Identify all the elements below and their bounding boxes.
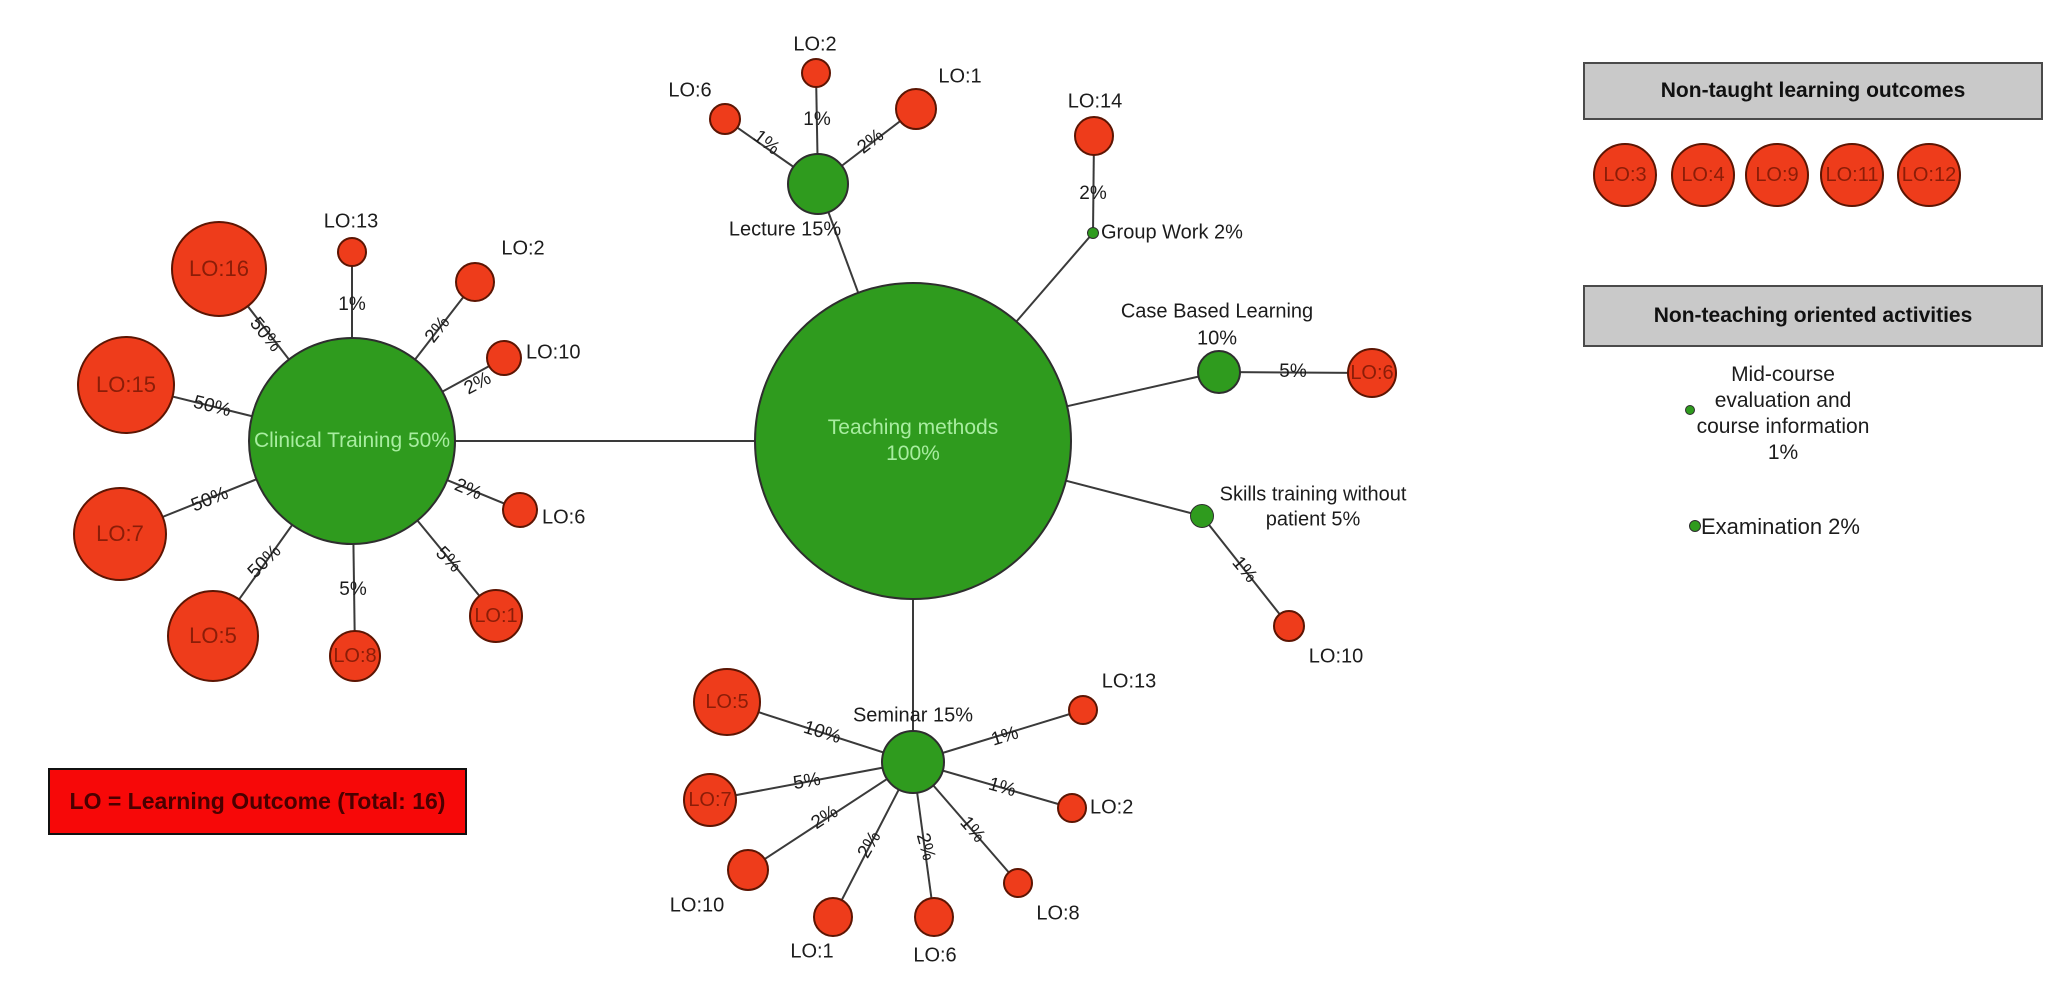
non-taught-header: Non-taught learning outcomes	[1583, 62, 2043, 120]
seminar-lo5-label: LO:5	[705, 690, 749, 713]
case-based-lo6-label: LO:6	[1350, 361, 1394, 384]
node-clinical-training: Clinical Training 50%	[248, 337, 456, 545]
seminar-lo2-label: LO:2	[1090, 796, 1134, 819]
clinical-lo10-label: LO:10	[526, 341, 581, 364]
clinical-lo2-label: LO:2	[501, 237, 545, 260]
node-group-work	[1087, 227, 1099, 239]
clinical-training-label: Clinical Training 50%	[253, 429, 451, 452]
clinical-lo15-label: LO:15	[96, 372, 156, 397]
teaching-methods-label-line1: Teaching methods	[827, 416, 999, 439]
clinical-lo16-label: LO:16	[189, 256, 249, 281]
skills-training-label-line1: Skills training without	[1219, 483, 1407, 506]
node-nontaught-lo11: LO:11	[1820, 143, 1884, 207]
node-clinical-lo15: LO:15	[77, 336, 175, 434]
non-teaching-header: Non-teaching oriented activities	[1583, 285, 2043, 347]
node-seminar-lo7: LO:7	[683, 773, 737, 827]
clinical-lo13-pct: 1%	[338, 294, 366, 315]
group-work-lo14-pct: 2%	[1079, 183, 1107, 204]
node-clinical-lo6	[502, 492, 538, 528]
nontaught-lo4-label: LO:4	[1681, 163, 1725, 186]
node-seminar-lo5: LO:5	[693, 668, 761, 736]
node-lecture-lo1	[895, 88, 937, 130]
node-clinical-lo7: LO:7	[73, 487, 167, 581]
non-taught-title: Non-taught learning outcomes	[1660, 79, 1966, 102]
group-work-lo14-label: LO:14	[1067, 90, 1123, 113]
nontaught-lo12-label: LO:12	[1901, 163, 1957, 186]
mid-course-label: Mid-course evaluation and course informa…	[1697, 362, 1870, 466]
clinical-lo6-label: LO:6	[542, 506, 586, 529]
node-clinical-lo10	[486, 340, 522, 376]
node-clinical-lo13	[337, 237, 367, 267]
node-clinical-lo2	[455, 262, 495, 302]
nontaught-lo9-label: LO:9	[1755, 163, 1799, 186]
seminar-lo6-label: LO:6	[913, 944, 957, 967]
node-seminar-lo2	[1057, 793, 1087, 823]
lecture-lo2-label: LO:2	[793, 33, 837, 56]
lecture-lo2-pct: 1%	[803, 109, 831, 130]
nontaught-lo3-label: LO:3	[1603, 163, 1647, 186]
nontaught-lo11-label: LO:11	[1825, 163, 1879, 186]
case-based-label-line2: 10%	[1196, 327, 1238, 350]
clinical-lo8-label: LO:8	[333, 644, 377, 667]
node-teaching-methods: Teaching methods 100%	[754, 282, 1072, 600]
node-nontaught-lo4: LO:4	[1671, 143, 1735, 207]
examination-label: Examination 2%	[1701, 514, 1860, 539]
mid-course-line2: evaluation and	[1714, 389, 1852, 412]
node-seminar-lo13	[1068, 695, 1098, 725]
mid-course-line3: course information	[1696, 415, 1870, 438]
node-examination-dot	[1689, 520, 1701, 532]
legend-label: LO = Learning Outcome (Total: 16)	[69, 788, 446, 814]
seminar-lo13-label: LO:13	[1101, 670, 1157, 693]
node-nontaught-lo12: LO:12	[1897, 143, 1961, 207]
clinical-lo8-pct: 5%	[339, 579, 367, 600]
node-case-based-lo6: LO:6	[1347, 348, 1397, 398]
node-clinical-lo8: LO:8	[329, 630, 381, 682]
node-skills-training	[1190, 504, 1214, 528]
seminar-lo1-label: LO:1	[790, 940, 834, 963]
seminar-lo10-label: LO:10	[669, 894, 725, 917]
lecture-lo1-label: LO:1	[938, 65, 982, 88]
skills-lo10-label: LO:10	[1308, 645, 1364, 668]
seminar-label: Seminar 15%	[852, 704, 974, 727]
group-work-label: Group Work 2%	[1101, 221, 1243, 244]
mid-course-line1: Mid-course	[1731, 363, 1835, 386]
teaching-methods-label-line2: 100%	[886, 442, 940, 465]
node-lecture	[787, 153, 849, 215]
mid-course-line4: 1%	[1767, 441, 1799, 464]
node-group-work-lo14	[1074, 116, 1114, 156]
clinical-lo7-label: LO:7	[96, 521, 144, 546]
lecture-label: Lecture 15%	[728, 218, 842, 241]
node-skills-lo10	[1273, 610, 1305, 642]
clinical-lo5-label: LO:5	[189, 623, 237, 648]
node-clinical-lo5: LO:5	[167, 590, 259, 682]
node-seminar-lo6	[914, 897, 954, 937]
seminar-lo8-label: LO:8	[1036, 902, 1080, 925]
skills-training-label-line2: patient 5%	[1265, 508, 1361, 531]
node-mid-course-dot	[1685, 405, 1695, 415]
seminar-lo7-pct: 5%	[791, 768, 823, 795]
node-lecture-lo6	[709, 103, 741, 135]
non-teaching-title: Non-teaching oriented activities	[1653, 304, 1973, 327]
lecture-lo6-label: LO:6	[668, 79, 712, 102]
clinical-lo1-label: LO:1	[474, 604, 518, 627]
case-based-label-line1: Case Based Learning	[1120, 300, 1314, 323]
node-clinical-lo1: LO:1	[469, 589, 523, 643]
node-nontaught-lo3: LO:3	[1593, 143, 1657, 207]
node-case-based-learning	[1197, 350, 1241, 394]
node-lecture-lo2	[801, 58, 831, 88]
node-seminar-lo1	[813, 897, 853, 937]
clinical-lo13-label: LO:13	[323, 210, 379, 233]
node-seminar-lo10	[727, 849, 769, 891]
node-seminar	[881, 730, 945, 794]
node-nontaught-lo9: LO:9	[1745, 143, 1809, 207]
teaching-methods-label: Teaching methods 100%	[828, 415, 998, 467]
case-based-lo6-pct: 5%	[1279, 361, 1307, 382]
seminar-lo7-label: LO:7	[688, 788, 732, 811]
node-clinical-lo16: LO:16	[171, 221, 267, 317]
node-seminar-lo8	[1003, 868, 1033, 898]
legend-box: LO = Learning Outcome (Total: 16)	[48, 768, 467, 835]
